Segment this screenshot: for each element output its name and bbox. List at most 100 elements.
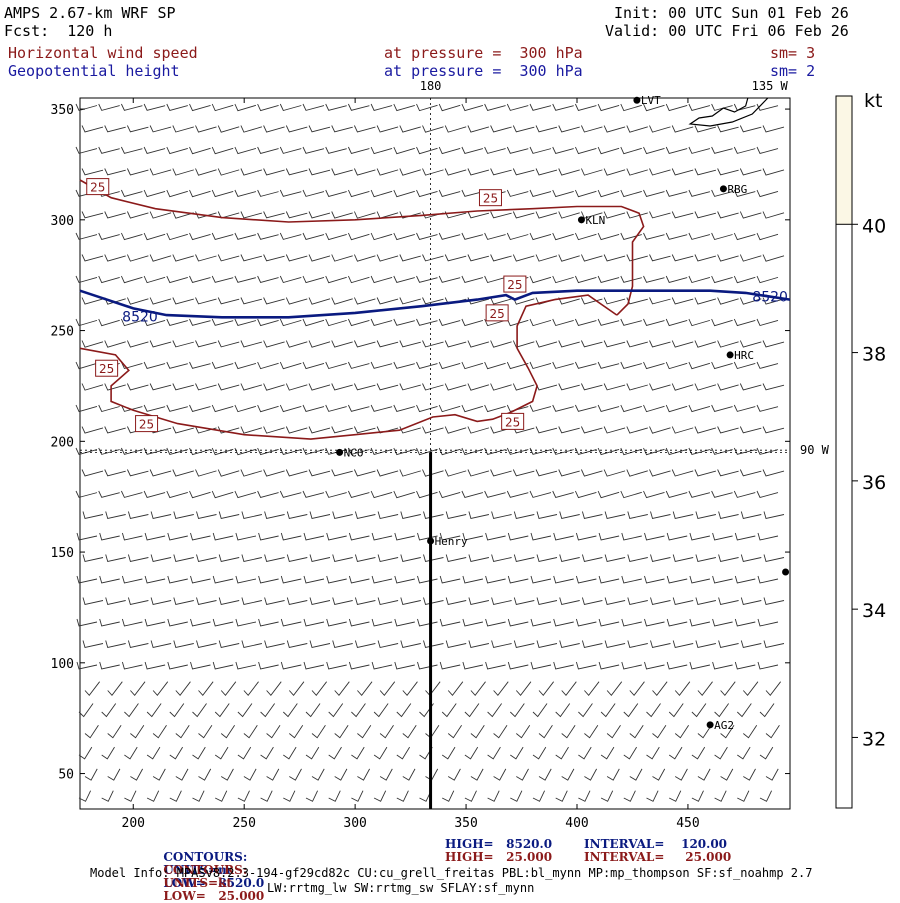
wind-barb <box>257 404 279 413</box>
wind-barb <box>580 254 603 262</box>
wind-barb <box>104 426 126 434</box>
wind-barb <box>237 703 253 718</box>
wind-barb <box>305 790 319 802</box>
wind-barb <box>331 168 353 176</box>
y-tick-label: 350 <box>51 103 74 118</box>
wind-barb <box>597 146 620 155</box>
wind-barb <box>485 661 506 670</box>
wind-barb <box>303 661 325 670</box>
wind-barb <box>99 532 120 541</box>
wind-barb <box>711 361 733 370</box>
speed-label-box <box>86 178 110 196</box>
wind-barb <box>212 618 234 627</box>
wind-barb <box>220 768 234 781</box>
wind-barb <box>512 383 535 391</box>
station-marker <box>706 721 714 729</box>
wind-barb <box>580 383 603 391</box>
wind-barb <box>149 297 172 305</box>
wind-barb <box>190 661 211 670</box>
wind-barb <box>416 275 438 283</box>
wind-barb <box>467 168 490 176</box>
wind-barb <box>584 768 598 781</box>
wind-barb <box>127 511 149 520</box>
wind-barb <box>263 383 285 391</box>
wind-barb <box>649 297 671 305</box>
wind-barb <box>422 168 444 176</box>
wind-barb <box>462 661 483 670</box>
wind-barb <box>558 168 580 176</box>
wind-barb <box>152 768 166 781</box>
wind-barb <box>150 597 172 606</box>
wind-barb <box>376 383 399 391</box>
wind-barb <box>671 469 694 477</box>
wind-barb <box>331 211 353 219</box>
wind-barb <box>305 746 320 760</box>
wind-barb <box>763 640 785 649</box>
wind-barb <box>212 532 234 541</box>
wind-barb <box>717 340 739 348</box>
wind-barb <box>422 383 444 391</box>
wind-barb <box>373 790 387 802</box>
meridian-lines: 180 135 W 90 W <box>80 79 830 809</box>
wind-barb <box>370 361 393 369</box>
wind-barb <box>416 318 438 326</box>
wind-barb <box>325 275 347 284</box>
wind-barb <box>325 146 347 154</box>
wind-barb <box>279 275 302 284</box>
wind-barb <box>740 511 762 520</box>
wind-barb <box>347 318 370 327</box>
speed-label-box <box>485 304 509 322</box>
wind-barb <box>468 554 489 563</box>
wind-barb <box>485 532 506 541</box>
wind-barb <box>650 640 671 649</box>
wind-barb <box>559 640 580 649</box>
wind-barb <box>438 490 461 499</box>
wind-barb <box>558 211 580 219</box>
wind-barb <box>235 618 256 627</box>
wind-barb <box>81 125 104 133</box>
wind-barb <box>82 597 104 606</box>
wind-barb <box>668 746 683 760</box>
wind-barb <box>461 275 484 283</box>
wind-barb <box>529 103 552 111</box>
wind-barb <box>104 469 126 477</box>
wind-barb <box>189 361 211 369</box>
wind-barb <box>347 490 370 499</box>
wind-barb <box>196 597 217 606</box>
wind-barb <box>603 297 626 305</box>
wind-barb <box>260 746 274 760</box>
wind-barb <box>353 469 376 477</box>
wind-barb <box>578 746 592 760</box>
wind-barb <box>124 790 137 802</box>
wind-barb <box>149 340 172 348</box>
wind-barb <box>348 575 370 584</box>
wind-barb <box>490 340 512 348</box>
wind-barb <box>302 103 325 111</box>
wind-barb <box>214 746 229 760</box>
wind-barb <box>75 447 98 456</box>
wind-barb <box>121 575 143 584</box>
wind-barb <box>512 254 535 262</box>
colorbar-tick-label: 32 <box>862 728 886 750</box>
wind-barb <box>717 168 739 176</box>
wind-barb <box>438 275 461 283</box>
wind-barb <box>604 597 626 606</box>
wind-barb <box>711 490 733 498</box>
wind-barb <box>120 146 143 154</box>
wind-barb <box>98 447 120 455</box>
wind-barb <box>400 511 421 520</box>
wind-barb <box>263 168 285 176</box>
wind-barb <box>309 554 331 563</box>
wind-barb <box>347 146 370 154</box>
footer-1-high: HIGH= 8520.0 <box>445 837 553 851</box>
wind-barb <box>529 189 552 198</box>
wind-barb <box>166 447 188 455</box>
wind-barb <box>553 532 574 541</box>
wind-barb <box>331 297 353 305</box>
wind-barb <box>530 618 552 627</box>
wind-barb <box>308 426 331 434</box>
wind-barb <box>331 469 353 477</box>
model-info-1: Model Info: MPASv8.2.3-194-gf29cd82c CU:… <box>90 866 813 880</box>
wind-barb <box>264 554 285 563</box>
